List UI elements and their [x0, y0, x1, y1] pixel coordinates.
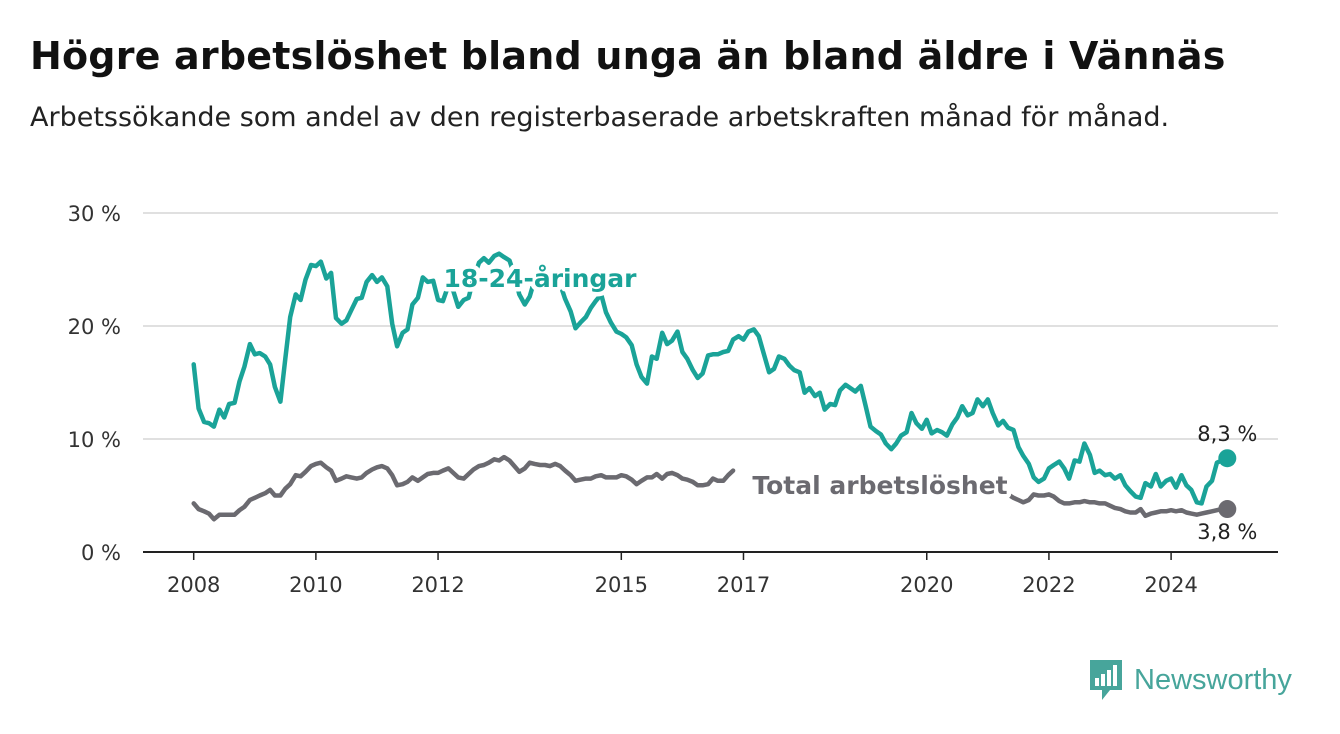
- chart-subtitle: Arbetssökande som andel av den registerb…: [30, 102, 1170, 133]
- series-line-total: [191, 454, 1230, 522]
- end-point-youth: [1218, 449, 1237, 468]
- x-tick-label: 2024: [1144, 573, 1197, 597]
- end-label-youth: 8,3 %: [1197, 422, 1257, 446]
- end-label-total: 3,8 %: [1197, 520, 1257, 544]
- end-point-total: [1218, 500, 1237, 519]
- series-label-total: Total arbetslöshet: [752, 471, 1007, 500]
- x-tick-label: 2015: [595, 573, 648, 597]
- series-label-youth: 18-24-åringar: [444, 264, 638, 293]
- series-line-youth: [191, 251, 1230, 506]
- brand-name: Newsworthy: [1134, 663, 1292, 696]
- y-tick-label: 20 %: [68, 315, 121, 339]
- chart-title: Högre arbetslöshet bland unga än bland ä…: [30, 34, 1226, 78]
- y-axis-ticks: 0 % 10 % 20 % 30 %: [68, 202, 121, 565]
- x-tick-label: 2010: [289, 573, 342, 597]
- x-tick-label: 2017: [717, 573, 770, 597]
- y-tick-label: 0 %: [81, 541, 121, 565]
- x-tick-label: 2022: [1022, 573, 1075, 597]
- gridlines: [143, 212, 1278, 553]
- newsworthy-chart-logo-icon: [1090, 660, 1122, 700]
- newsworthy-brand: Newsworthy: [1088, 658, 1292, 702]
- x-tick-label: 2020: [900, 573, 953, 597]
- y-tick-label: 30 %: [68, 202, 121, 226]
- x-tick-label: 2012: [411, 573, 464, 597]
- series-lines: [191, 251, 1230, 522]
- y-tick-label: 10 %: [68, 428, 121, 452]
- series-labels: 18-24-åringar Total arbetslöshet 8,3 % 3,8 …: [439, 260, 1257, 545]
- x-axis-ticks: 2008 2010 2012 2015 2017 2020 2022 2024: [167, 552, 1198, 597]
- x-tick-label: 2008: [167, 573, 220, 597]
